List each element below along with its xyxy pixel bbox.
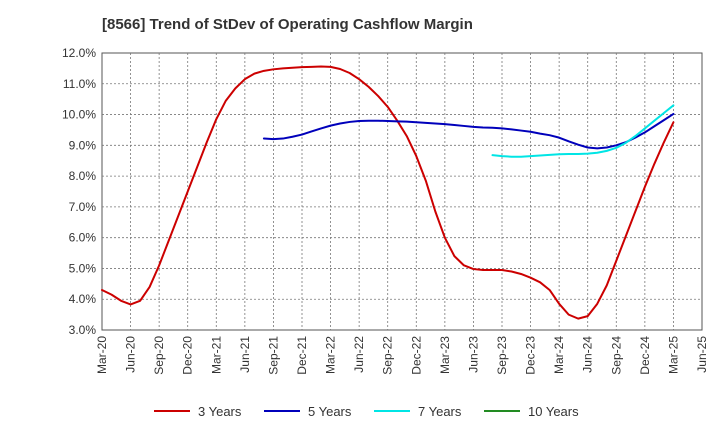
legend-label-4: 10 Years <box>528 404 579 419</box>
x-tick-label: Sep-23 <box>495 336 509 375</box>
y-tick-label: 5.0% <box>69 261 97 275</box>
x-tick-label: Sep-22 <box>381 336 395 375</box>
chart-title: [8566] Trend of StDev of Operating Cashf… <box>102 16 473 33</box>
x-tick-label: Jun-23 <box>466 336 480 373</box>
x-tick-label: Mar-23 <box>438 336 452 374</box>
x-tick-label: Mar-21 <box>209 336 223 374</box>
series-line-3 <box>491 104 675 158</box>
x-tick-label: Dec-22 <box>409 336 423 375</box>
y-tick-label: 7.0% <box>69 200 97 214</box>
plot-area <box>101 52 703 331</box>
x-tick-label: Sep-20 <box>152 336 166 375</box>
series-line-1 <box>101 65 675 320</box>
legend: 3 Years 5 Years 7 Years 10 Years <box>154 404 579 419</box>
series-line-2 <box>262 112 675 150</box>
series-layer <box>101 65 675 320</box>
x-tick-label: Mar-20 <box>95 336 109 374</box>
x-tick-label: Mar-25 <box>666 336 680 374</box>
y-tick-label: 12.0% <box>62 46 96 60</box>
y-tick-label: 11.0% <box>63 77 96 91</box>
x-tick-label: Dec-24 <box>638 336 652 375</box>
x-tick-label: Jun-22 <box>352 336 366 373</box>
x-tick-label: Mar-22 <box>324 336 338 374</box>
x-tick-label: Jun-21 <box>238 336 252 373</box>
axis-layer: 3.0% 4.0% 5.0% 6.0% 7.0% 8.0% 9.0% 10.0% 11.0% 12… <box>62 46 709 375</box>
x-tick-label: Jun-25 <box>695 336 709 373</box>
y-tick-label: 4.0% <box>69 292 97 306</box>
x-tick-label: Dec-20 <box>181 336 195 375</box>
grid-layer <box>101 52 703 331</box>
y-tick-label: 6.0% <box>69 231 97 245</box>
x-tick-label: Jun-20 <box>124 336 138 373</box>
legend-label-1: 3 Years <box>198 404 242 419</box>
y-tick-label: 8.0% <box>69 169 97 183</box>
x-tick-label: Mar-24 <box>552 336 566 374</box>
x-tick-label: Dec-23 <box>524 336 538 375</box>
legend-label-2: 5 Years <box>308 404 352 419</box>
legend-label-3: 7 Years <box>418 404 462 419</box>
y-tick-label: 3.0% <box>69 323 97 337</box>
y-tick-label: 10.0% <box>62 108 96 122</box>
x-tick-label: Dec-21 <box>295 336 309 375</box>
x-tick-label: Sep-24 <box>609 336 623 375</box>
x-tick-label: Jun-24 <box>581 336 595 373</box>
x-tick-label: Sep-21 <box>266 336 280 375</box>
y-tick-label: 9.0% <box>69 138 97 152</box>
